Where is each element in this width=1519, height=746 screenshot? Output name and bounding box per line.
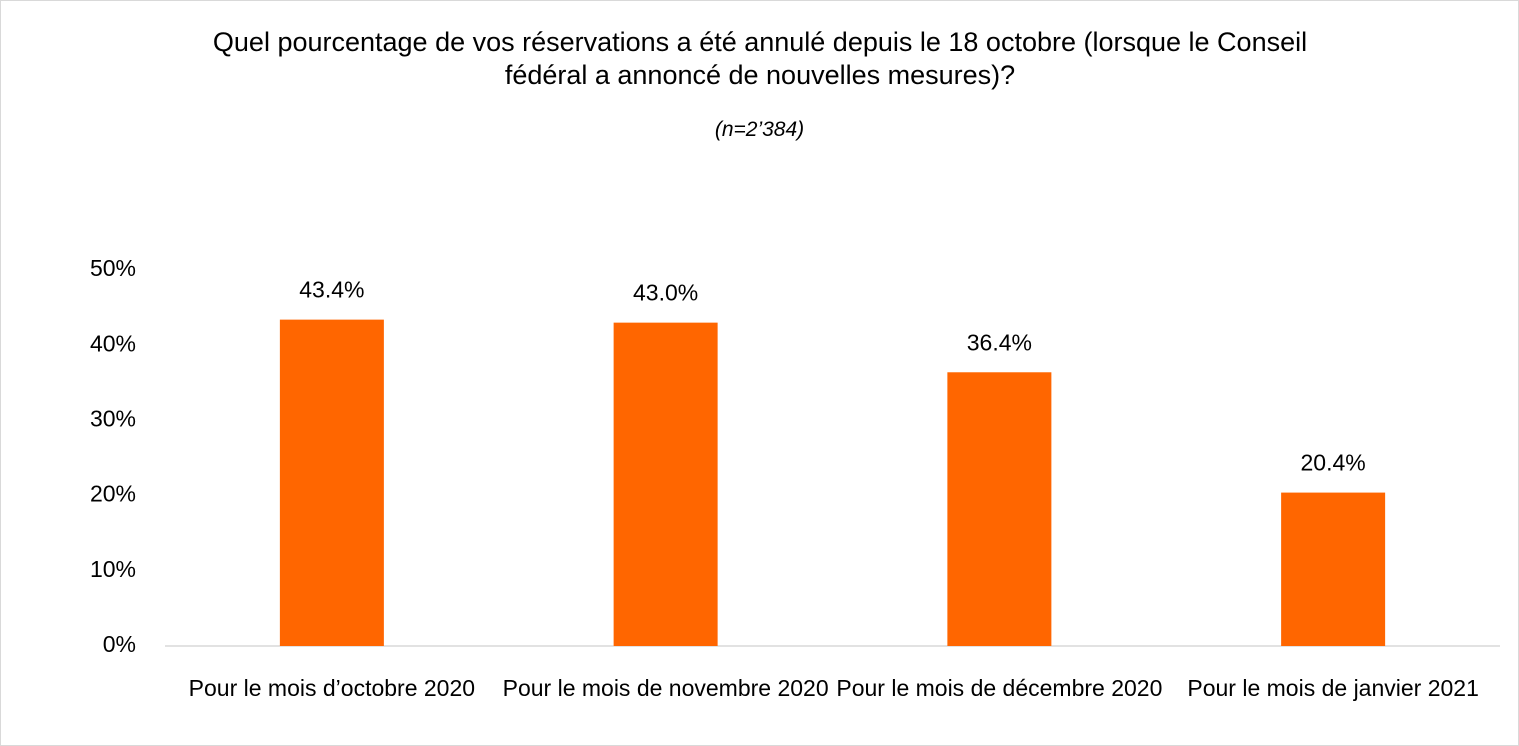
x-tick-label: Pour le mois d’octobre 2020 [188,675,476,701]
bar [279,319,384,646]
y-tick-label: 50% [90,255,136,281]
y-tick-label: 30% [90,405,136,431]
x-tick-label: Pour le mois de janvier 2021 [1187,675,1479,701]
y-tick-label: 20% [90,481,136,507]
bar [1281,492,1386,646]
x-tick-label: Pour le mois de novembre 2020 [502,675,829,701]
value-label: 20.4% [1301,450,1366,476]
value-label: 36.4% [967,329,1032,355]
bar [947,372,1052,646]
value-label: 43.0% [633,280,698,306]
bar [613,322,718,646]
chart-title: Quel pourcentage de vos réservations a é… [212,27,1308,90]
y-tick-label: 40% [90,330,136,356]
x-tick-label: Pour le mois de décembre 2020 [836,675,1163,701]
y-tick-label: 0% [103,631,136,657]
chart-subtitle: (n=2’384) [714,118,805,141]
y-tick-label: 10% [90,556,136,582]
value-label: 43.4% [299,277,364,303]
